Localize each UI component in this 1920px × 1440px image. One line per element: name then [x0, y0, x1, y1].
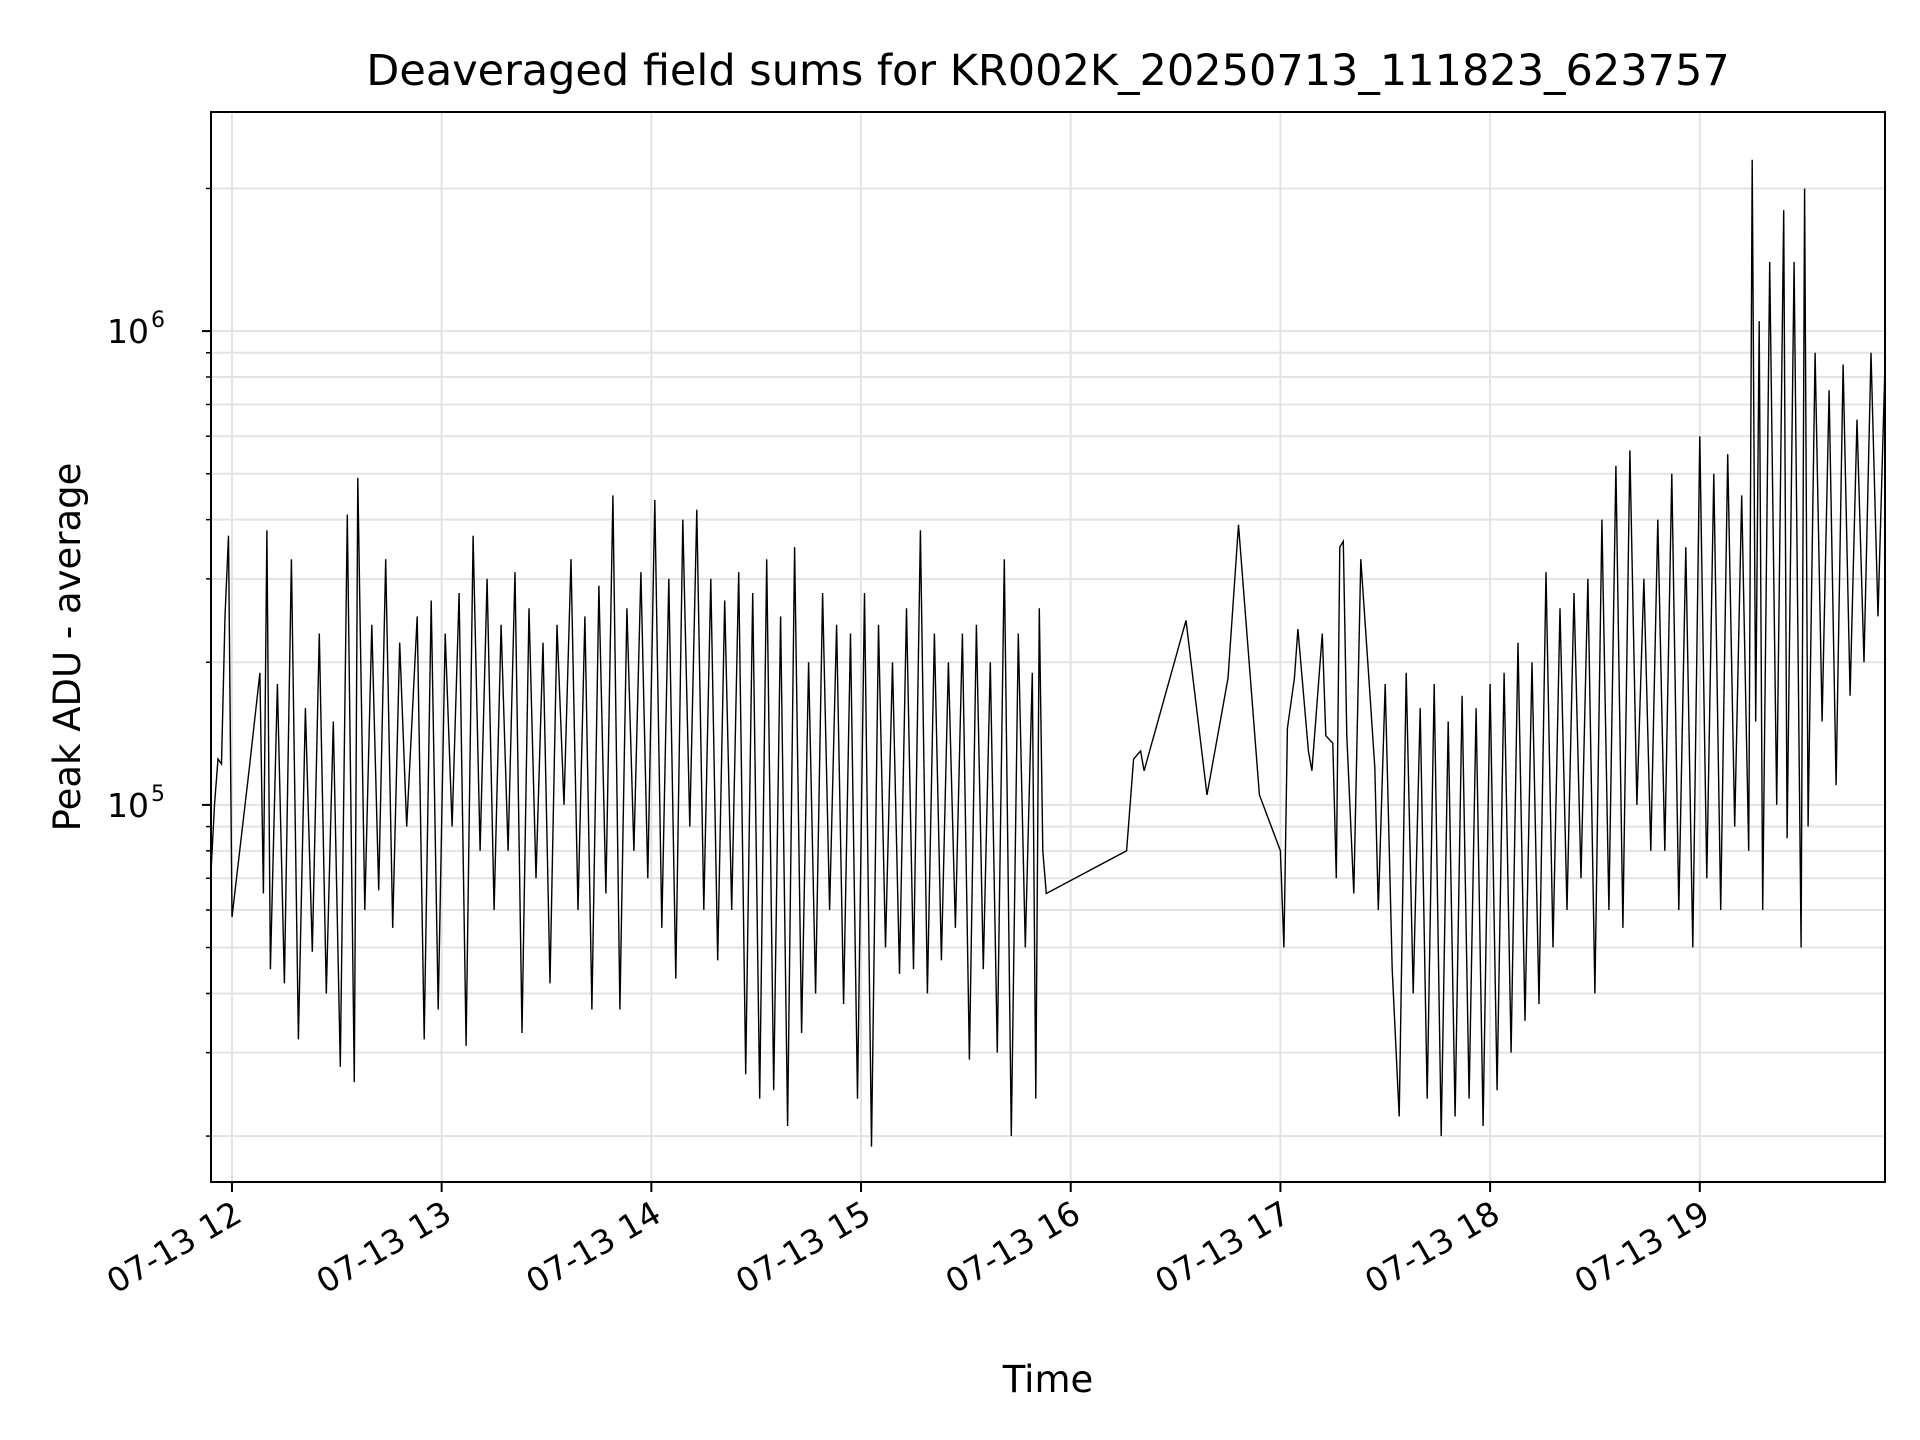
x-axis-label: Time	[1002, 1358, 1094, 1401]
chart-title: Deaveraged field sums for KR002K_2025071…	[366, 46, 1729, 96]
y-tick-label-exponent: 6	[151, 308, 165, 333]
y-axis-label: Peak ADU - average	[46, 463, 89, 832]
y-tick-label-exponent: 5	[151, 782, 165, 807]
y-tick-label: 10	[107, 312, 149, 351]
y-tick-label: 10	[107, 786, 149, 825]
line-chart: 10 510 607-13 12 07-13 13 07-13 14 07-13 15 07…	[0, 0, 1920, 1440]
